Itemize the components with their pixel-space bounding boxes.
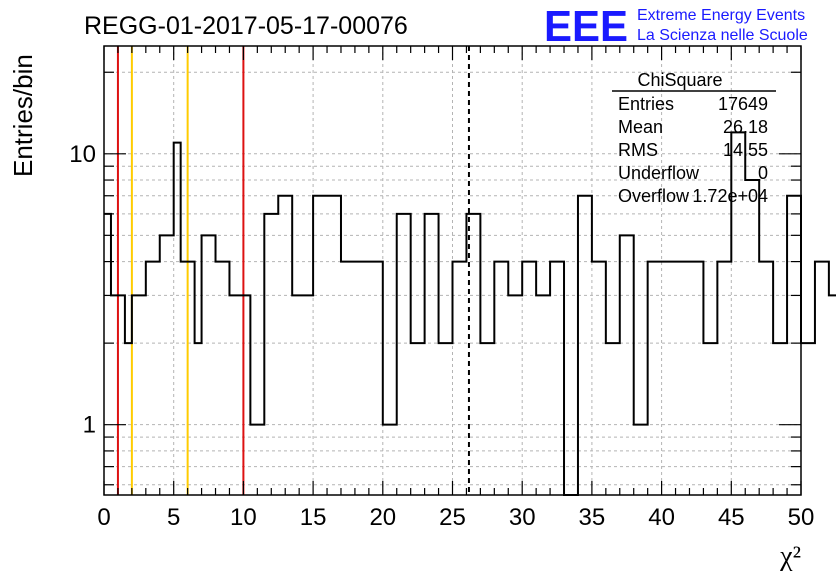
histogram-series <box>104 131 836 496</box>
stats-value: 14.55 <box>723 140 768 160</box>
x-tick-label: 0 <box>97 504 110 531</box>
stats-box: ChiSquare Entries 17649 Mean 26.18 RMS 1… <box>612 70 776 206</box>
stats-label: Entries <box>618 94 674 114</box>
y-tick-label: 10 <box>69 141 96 168</box>
eee-logo: EEE Extreme Energy Events La Scienza nel… <box>544 2 808 51</box>
stats-title: ChiSquare <box>637 70 722 90</box>
reference-lines <box>116 46 470 495</box>
x-tick-label: 45 <box>718 504 745 531</box>
logo-mark: EEE <box>544 2 628 51</box>
x-tick-label: 40 <box>648 504 675 531</box>
x-tick-label: 50 <box>788 504 815 531</box>
y-axis-ticks: 1 10 <box>69 71 801 486</box>
stats-value: 17649 <box>718 94 768 114</box>
x-axis-label: χ² <box>779 541 801 572</box>
x-tick-label: 35 <box>579 504 606 531</box>
x-tick-label: 15 <box>300 504 327 531</box>
chart-title: REGG-01-2017-05-17-00076 <box>84 12 408 40</box>
stats-value: 26.18 <box>723 117 768 137</box>
x-axis-ticks: 0 5 10 15 20 25 30 35 40 45 50 <box>97 46 814 531</box>
y-axis-label: Entries/bin <box>8 54 38 177</box>
stats-value: 1.72e+04 <box>692 186 768 206</box>
stats-label: Underflow <box>618 163 700 183</box>
logo-line1: Extreme Energy Events <box>637 7 805 24</box>
stats-label: Overflow <box>618 186 690 206</box>
x-tick-label: 5 <box>167 504 180 531</box>
stats-value: 0 <box>758 163 768 183</box>
y-tick-label: 1 <box>83 412 96 439</box>
logo-line2: La Scienza nelle Scuole <box>637 27 808 44</box>
x-tick-label: 20 <box>369 504 396 531</box>
stats-label: Mean <box>618 117 663 137</box>
x-tick-label: 10 <box>230 504 257 531</box>
x-tick-label: 30 <box>509 504 536 531</box>
stats-label: RMS <box>618 140 658 160</box>
x-tick-label: 25 <box>439 504 466 531</box>
